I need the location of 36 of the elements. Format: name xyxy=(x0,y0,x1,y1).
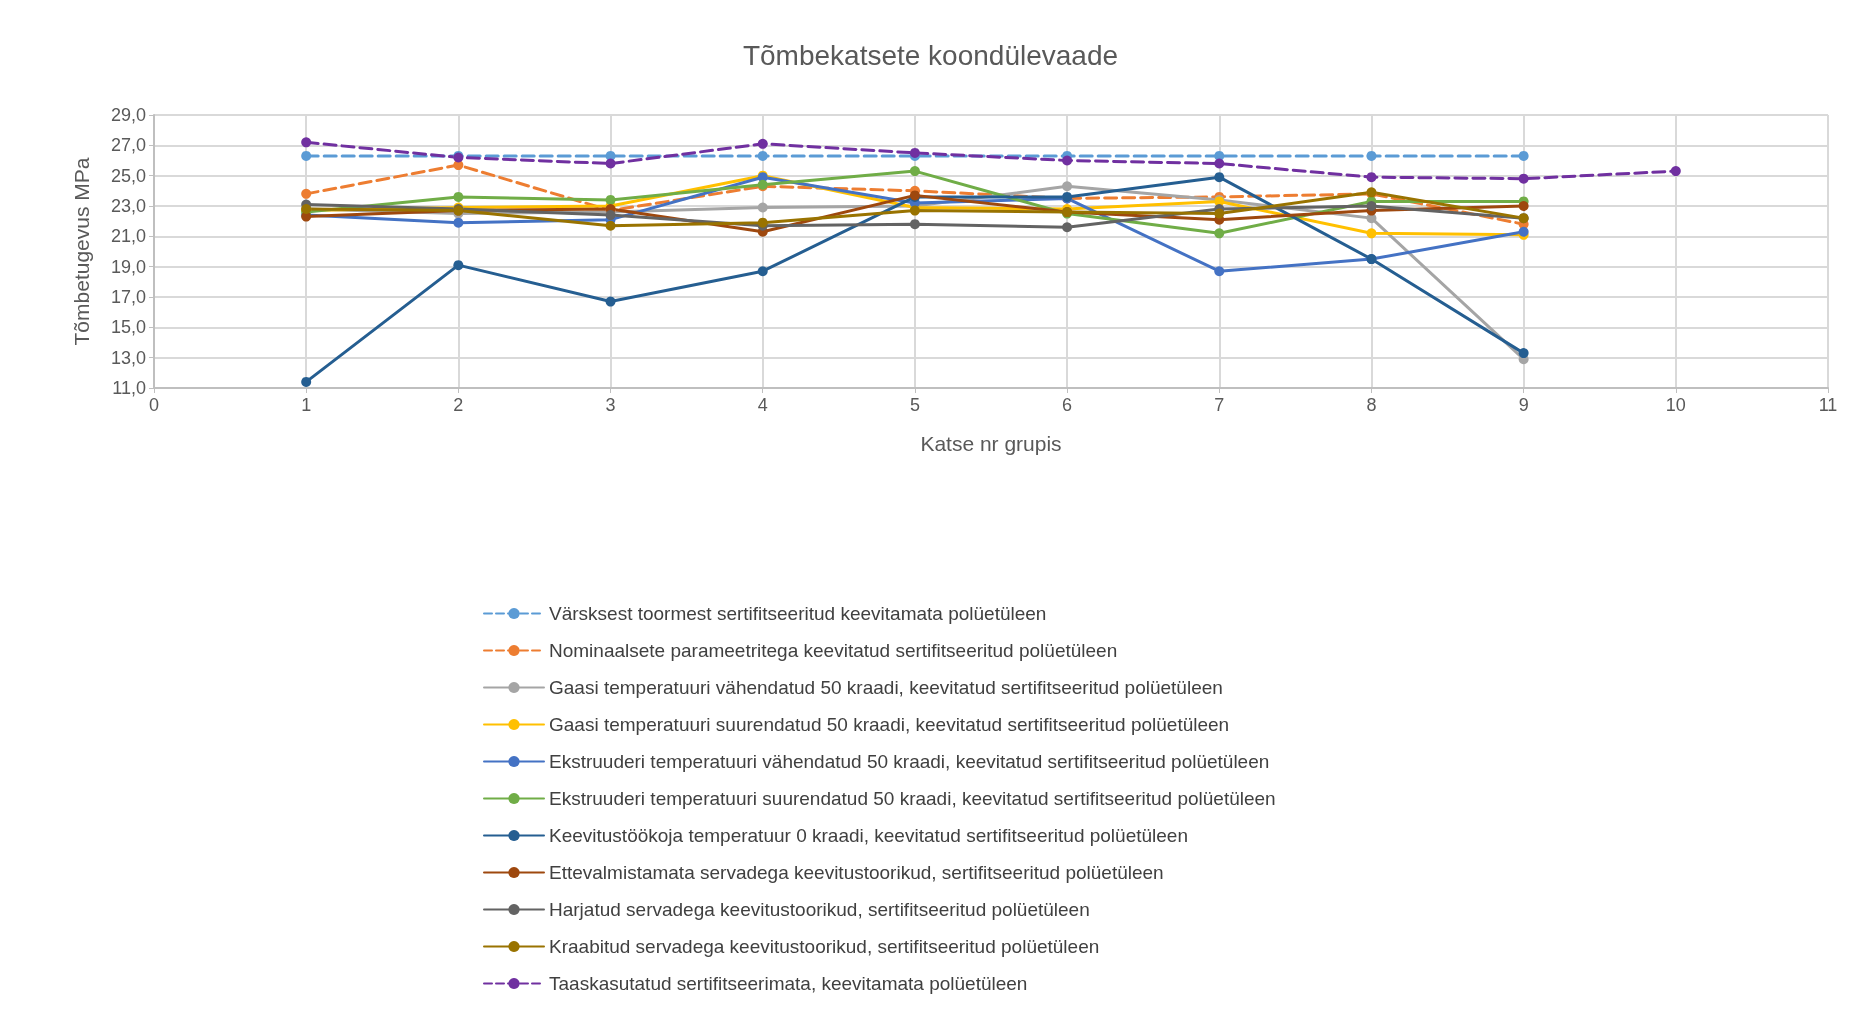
y-tick-label: 17,0 xyxy=(110,287,146,307)
x-tick-label: 10 xyxy=(1665,395,1686,415)
x-tick-label: 1 xyxy=(301,395,312,415)
legend-label: Ettevalmistamata servadega keevitustoorikud, sertifitseeritud polüetüleen xyxy=(549,862,1164,883)
x-axis-title: Katse nr grupis xyxy=(920,432,1062,455)
y-tick-label: 25,0 xyxy=(110,165,146,186)
x-tick-label: 0 xyxy=(148,395,160,415)
x-tick-label: 6 xyxy=(1062,395,1073,415)
y-tick-label: 19,0 xyxy=(110,256,146,277)
y-tick-label: 29,0 xyxy=(110,105,146,125)
legend-label: Värsksest toormest sertifitseeritud keevitamata polüetüleen xyxy=(549,603,1047,624)
y-tick-label: 21,0 xyxy=(110,226,146,247)
legend-label: Taaskasutatud sertifitseerimata, keevitamata polüetüleen xyxy=(549,973,1028,994)
legend-label: Kraabitud servadega keevitustoorikud, sertifitseeritud polüetüleen xyxy=(549,936,1100,957)
legend-label: Harjatud servadega keevitustoorikud, sertifitseeritud polüetüleen xyxy=(549,899,1090,920)
y-tick-label: 15,0 xyxy=(110,317,146,338)
legend-label: Gaasi temperatuuri suurendatud 50 kraadi, keevitatud sertifitseeritud polüetüleen xyxy=(549,714,1230,735)
y-tick-label: 11,0 xyxy=(112,378,146,398)
x-tick-label: 2 xyxy=(453,395,464,415)
legend-label: Ekstruuderi temperatuuri vähendatud 50 kraadi, keevitatud sertifitseeritud polüetüleen xyxy=(549,751,1270,772)
legend-label: Nominaalsete parameetritega keevitatud sertifitseeritud polüetüleen xyxy=(549,640,1118,661)
legend-label: Keevitustöökoja temperatuur 0 kraadi, keevitatud sertifitseeritud polüetüleen xyxy=(549,825,1188,846)
x-tick-label: 5 xyxy=(909,395,920,415)
y-tick-label: 27,0 xyxy=(110,135,146,156)
chart-title: Tõmbekatsete koondülevaade xyxy=(742,39,1119,71)
y-tick-label: 13,0 xyxy=(110,347,146,368)
x-tick-label: 8 xyxy=(1366,395,1377,415)
x-tick-label: 11 xyxy=(1818,395,1838,415)
y-tick-label: 23,0 xyxy=(110,196,146,216)
x-tick-label: 7 xyxy=(1214,395,1225,415)
x-tick-label: 9 xyxy=(1518,395,1529,415)
x-tick-label: 4 xyxy=(757,395,768,415)
y-axis-title: Tõmbetugevus MPa xyxy=(70,157,93,346)
x-tick-label: 3 xyxy=(605,395,616,415)
legend-label: Gaasi temperatuuri vähendatud 50 kraadi, keevitatud sertifitseeritud polüetüleen xyxy=(549,677,1223,698)
legend-label: Ekstruuderi temperatuuri suurendatud 50 kraadi, keevitatud sertifitseeritud polüetüleen xyxy=(549,788,1276,809)
